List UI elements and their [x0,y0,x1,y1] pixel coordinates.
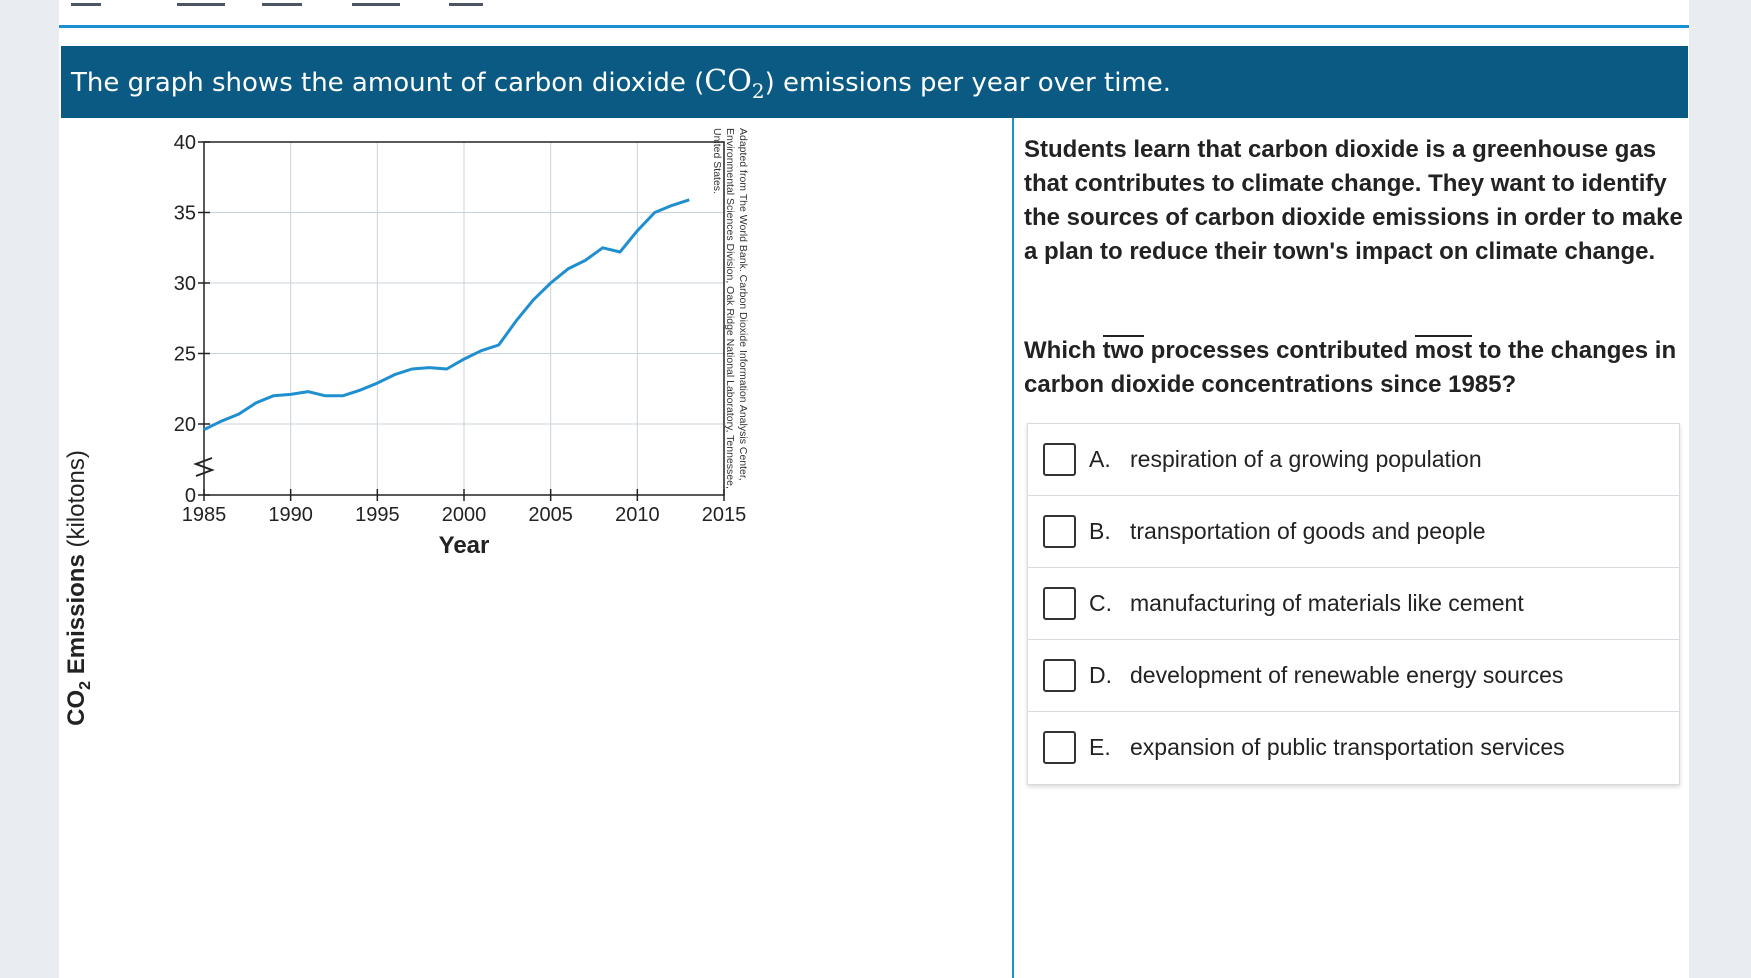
banner-formula-sub: 2 [751,79,765,103]
chart-panel: CO2 Emissions (kilotons) 1985 1990 1995 200… [59,118,1012,978]
ylabel-main: CO [63,689,90,726]
chart-grid [203,141,725,495]
prompt-emphasis-two: two [1102,335,1144,364]
toolbar [59,0,1689,28]
x-tick-label: 2010 [615,504,660,526]
tool-icon[interactable] [352,0,400,6]
question-prompt: Which two processes contributed most to … [1024,334,1684,402]
chart-x-axis-label: Year [439,532,490,559]
tool-icon[interactable] [262,0,302,6]
option-letter: A. [1089,446,1111,472]
answer-option-a[interactable]: A. respiration of a growing population [1028,424,1679,496]
x-tick-label: 2015 [702,504,747,526]
x-tick-label: 1990 [268,504,313,526]
axis-break-mark [193,457,215,477]
checkbox[interactable] [1043,515,1076,548]
tool-icon[interactable] [177,0,225,6]
answer-options: A. respiration of a growing population B… [1027,423,1680,785]
checkbox[interactable] [1043,659,1076,692]
chart-ticks: 1985 1990 1995 2000 2005 2010 2015 0 20 25 30 35 40 [174,132,747,526]
option-text: respiration of a growing population [1130,446,1482,472]
prompt-emphasis-most: most [1414,335,1473,364]
answer-option-b[interactable]: B. transportation of goods and people [1028,496,1679,568]
checkbox[interactable] [1043,731,1076,764]
checkbox[interactable] [1043,587,1076,620]
y-tick-label: 20 [174,414,196,436]
co2-line-chart: 1985 1990 1995 2000 2005 2010 201502025303540 … [174,132,747,559]
option-letter: D. [1089,662,1112,688]
option-letter: C. [1089,590,1112,616]
answer-option-e[interactable]: E. expansion of public transportation se… [1028,712,1679,784]
item-page: The graph shows the amount of carbon dio… [59,0,1689,978]
ylabel-sub: 2 [76,680,94,690]
y-tick-label: 25 [174,344,196,366]
banner-formula: CO2 [704,64,764,103]
banner-formula-main: CO [704,64,752,99]
prompt-part-1: Which [1024,337,1103,364]
stimulus-banner: The graph shows the amount of carbon dio… [61,46,1688,118]
question-stem: Students learn that carbon dioxide is a … [1024,136,1683,265]
option-text: manufacturing of materials like cement [1130,590,1524,616]
x-tick-label: 2000 [442,504,487,526]
tool-icon[interactable] [449,0,483,6]
chart-source-note: Adapted from The World Bank. Carbon Diox… [697,128,757,508]
x-tick-label: 2005 [528,504,573,526]
checkbox[interactable] [1043,443,1076,476]
answer-option-d[interactable]: D. development of renewable energy sourc… [1028,640,1679,712]
column-divider [1012,118,1014,978]
y-tick-label: 30 [174,273,196,295]
x-tick-label: 1985 [182,504,227,526]
y-tick-label: 40 [174,132,196,154]
series-line-co2 [203,198,690,431]
banner-text-before: The graph shows the amount of carbon dio… [71,68,705,98]
y-tick-label: 35 [174,203,196,225]
prompt-part-2: processes contributed [1143,337,1415,364]
option-letter: E. [1089,734,1111,760]
banner-text-after: ) emissions per year over time. [764,68,1172,98]
answer-option-c[interactable]: C. manufacturing of materials like cemen… [1028,568,1679,640]
y-tick-label: 0 [185,485,196,507]
tool-icon[interactable] [71,0,101,6]
option-letter: B. [1089,518,1111,544]
option-text: transportation of goods and people [1130,518,1486,544]
prompt-part-3: to the changes in carbon dioxide concent… [1024,337,1677,398]
option-text: development of renewable energy sources [1130,662,1564,688]
x-tick-label: 1995 [355,504,400,526]
source-note-text: Adapted from The World Bank. Carbon Diox… [711,128,749,489]
option-text: expansion of public transportation servi… [1130,734,1565,760]
